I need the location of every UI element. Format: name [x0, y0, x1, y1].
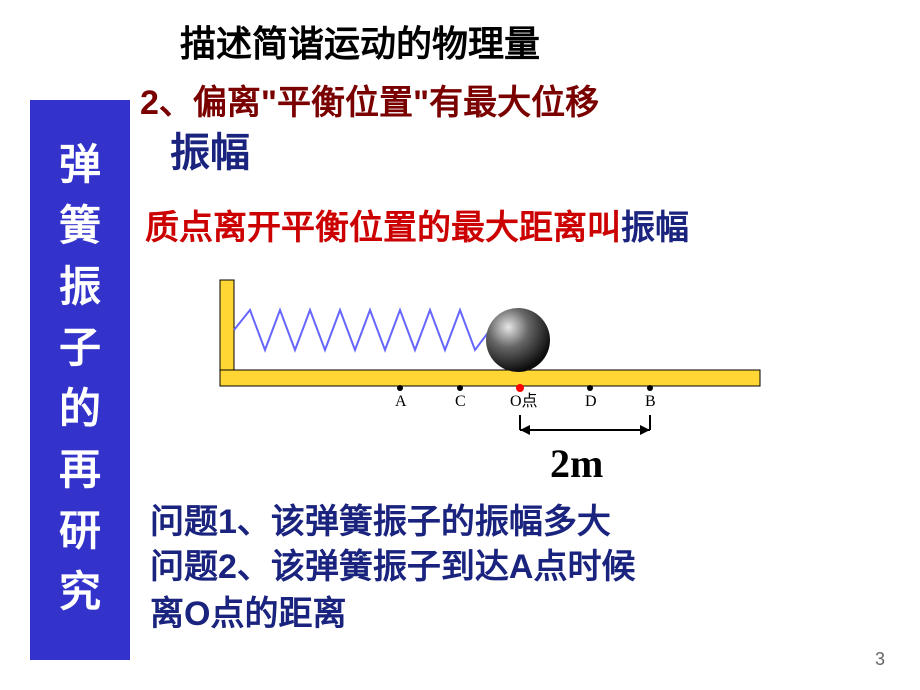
- svg-text:O点: O点: [510, 392, 538, 410]
- question-2-line2: 离O点的距离: [150, 592, 346, 636]
- sidebar-char: 弹: [59, 136, 101, 197]
- definition-text: 质点离开平衡位置的最大距离叫振幅: [145, 200, 689, 249]
- sidebar-char: 振: [59, 258, 101, 319]
- svg-text:B: B: [645, 393, 656, 410]
- spring-oscillator-diagram: A C O点 D B: [200, 270, 780, 420]
- svg-text:A: A: [395, 393, 407, 410]
- definition-blue: 振幅: [621, 209, 689, 247]
- sidebar-char: 的: [59, 380, 101, 441]
- svg-text:D: D: [585, 393, 597, 410]
- sidebar-title-block: 弹 簧 振 子 的 再 研 究: [30, 100, 130, 660]
- amplitude-heading: 振幅: [170, 120, 250, 178]
- sidebar-char: 簧: [59, 197, 101, 258]
- distance-value: 2m: [550, 440, 603, 487]
- sidebar-char: 研: [59, 502, 101, 563]
- page-number: 3: [875, 649, 885, 670]
- page-title: 描述简谐运动的物理量: [180, 15, 540, 67]
- sidebar-char: 究: [59, 563, 101, 624]
- subtitle-line: 2、偏离"平衡位置"有最大位移: [140, 75, 599, 124]
- question-1: 问题1、该弹簧振子的振幅多大: [150, 500, 611, 544]
- svg-text:C: C: [455, 393, 466, 410]
- question-2-line1: 问题2、该弹簧振子到达A点时候: [150, 545, 635, 589]
- sidebar-char: 子: [59, 319, 101, 380]
- definition-red: 质点离开平衡位置的最大距离叫: [145, 209, 621, 247]
- sidebar-char: 再: [59, 441, 101, 502]
